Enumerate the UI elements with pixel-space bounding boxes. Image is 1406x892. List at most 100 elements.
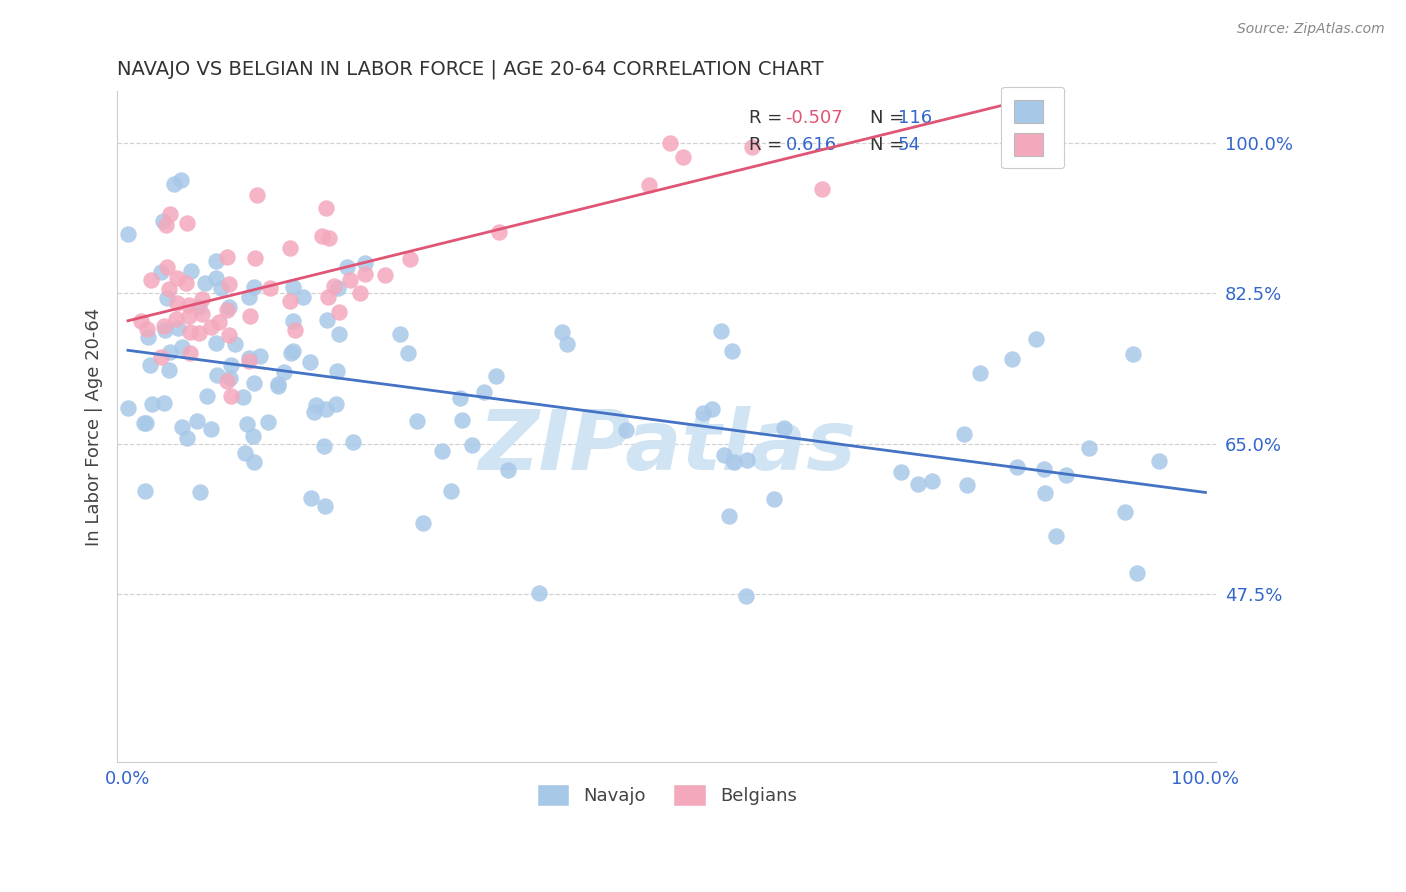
Point [969, 366, 991, 380]
Point [1033, 462, 1056, 476]
Point [156, 291, 179, 305]
Point [152, 396, 174, 410]
Point [166, 270, 188, 285]
Point [139, 358, 162, 372]
Point [176, 431, 198, 445]
Point [551, 325, 574, 339]
Point [354, 256, 377, 270]
Point [166, 296, 188, 310]
Text: R =: R = [749, 136, 789, 154]
Point [638, 178, 661, 193]
Point [159, 344, 181, 359]
Point [191, 307, 214, 321]
Point [219, 371, 242, 385]
Point [135, 417, 157, 431]
Point [179, 298, 201, 312]
Point [117, 227, 139, 242]
Point [1000, 351, 1022, 366]
Point [208, 315, 231, 329]
Legend: Navajo, Belgians: Navajo, Belgians [529, 777, 804, 814]
Point [180, 264, 202, 278]
Point [439, 483, 461, 498]
Point [325, 396, 347, 410]
Point [353, 267, 375, 281]
Point [921, 474, 943, 488]
Point [772, 421, 794, 435]
Point [741, 140, 763, 154]
Point [315, 201, 337, 215]
Point [389, 327, 412, 342]
Point [1025, 332, 1047, 346]
Point [529, 585, 551, 599]
Point [232, 390, 254, 404]
Point [187, 300, 209, 314]
Point [278, 241, 301, 255]
Point [318, 231, 340, 245]
Point [349, 286, 371, 301]
Point [734, 589, 756, 603]
Point [141, 397, 163, 411]
Text: 116: 116 [897, 109, 932, 127]
Point [342, 434, 364, 449]
Point [336, 260, 359, 274]
Point [488, 225, 510, 239]
Point [188, 326, 211, 341]
Point [152, 213, 174, 227]
Point [238, 351, 260, 366]
Point [224, 337, 246, 351]
Point [245, 252, 267, 266]
Point [328, 304, 350, 318]
Point [239, 309, 262, 323]
Text: 0.616: 0.616 [786, 136, 837, 154]
Point [273, 365, 295, 379]
Point [159, 206, 181, 220]
Point [218, 301, 240, 315]
Point [152, 319, 174, 334]
Point [278, 293, 301, 308]
Point [134, 484, 156, 499]
Point [236, 417, 259, 431]
Point [205, 336, 228, 351]
Point [339, 273, 361, 287]
Point [256, 415, 278, 429]
Point [129, 314, 152, 328]
Point [956, 478, 979, 492]
Point [326, 280, 349, 294]
Point [205, 271, 228, 285]
Text: ZIPatlas: ZIPatlas [478, 406, 856, 487]
Point [195, 389, 218, 403]
Point [200, 320, 222, 334]
Point [243, 455, 266, 469]
Point [267, 379, 290, 393]
Point [219, 358, 242, 372]
Point [179, 309, 201, 323]
Point [1045, 529, 1067, 543]
Point [399, 252, 422, 266]
Point [219, 388, 242, 402]
Point [188, 484, 211, 499]
Point [325, 364, 347, 378]
Text: N =: N = [870, 136, 910, 154]
Point [314, 439, 336, 453]
Point [721, 344, 744, 359]
Point [217, 302, 239, 317]
Point [267, 377, 290, 392]
Point [659, 136, 682, 150]
Point [249, 349, 271, 363]
Point [205, 368, 228, 382]
Point [406, 414, 429, 428]
Point [218, 277, 240, 292]
Point [1033, 485, 1056, 500]
Point [150, 265, 173, 279]
Point [672, 150, 695, 164]
Point [315, 402, 337, 417]
Point [396, 346, 419, 360]
Point [155, 219, 177, 233]
Point [449, 391, 471, 405]
Point [243, 376, 266, 390]
Point [302, 405, 325, 419]
Point [316, 289, 339, 303]
Point [205, 253, 228, 268]
Point [322, 279, 344, 293]
Point [311, 229, 333, 244]
